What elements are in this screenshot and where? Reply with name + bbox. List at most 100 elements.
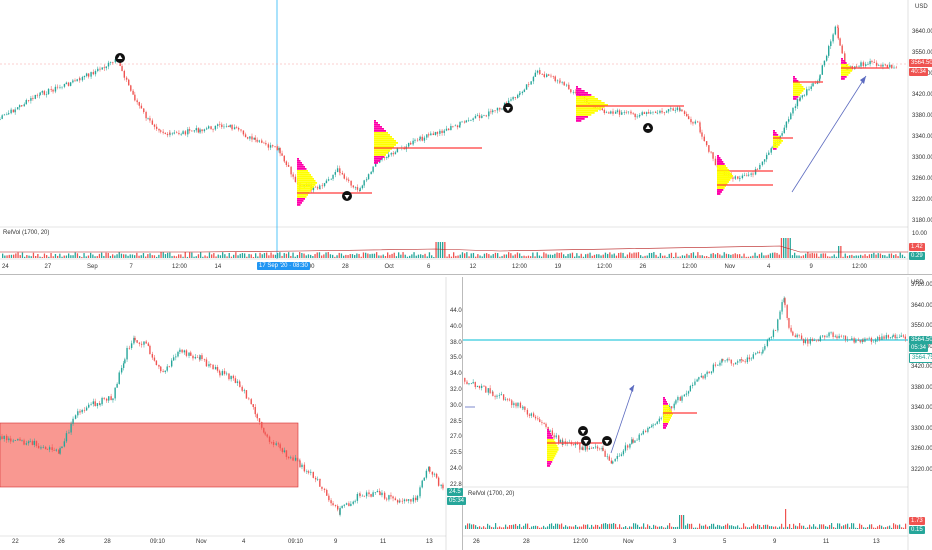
candle-body	[783, 298, 785, 303]
bottom-right-volume-indicator-label[interactable]: RelVol (1700, 20)	[468, 491, 515, 497]
profile-bar	[547, 465, 551, 467]
top-price-chart[interactable]	[0, 0, 932, 274]
candle-body	[643, 112, 646, 114]
volume-bar	[488, 254, 490, 258]
candle-body	[147, 343, 150, 346]
volume-bar	[151, 255, 153, 258]
volume-bar	[789, 524, 791, 529]
profile-bar	[663, 413, 673, 415]
candle-body	[556, 80, 559, 82]
volume-bar	[527, 523, 529, 529]
volume-bar	[569, 253, 571, 258]
bottom-left-chart-panel[interactable]: 44.0 40.0 38.0 35.0 34.0 32.0 30.0 28.5 27.0 25.5…	[0, 277, 467, 550]
candle-body	[14, 109, 16, 113]
volume-bar	[797, 526, 799, 529]
top-chart-panel[interactable]: USD 3640.003550.003470.003420.003380.003…	[0, 0, 932, 275]
candle-body	[494, 110, 496, 112]
candle-body	[872, 341, 875, 343]
candle-body	[679, 109, 681, 111]
profile-bar	[773, 148, 777, 150]
profile-bar	[717, 167, 728, 169]
candle-body	[234, 378, 237, 383]
top-price-tick-9: 3180.00	[912, 218, 932, 224]
volume-bar	[800, 256, 802, 258]
top-volume-tick-high: 10.00	[912, 231, 928, 237]
profile-bar	[793, 76, 795, 78]
candle-body	[337, 505, 339, 510]
candle-body	[679, 107, 681, 111]
bottom-right-chart-panel[interactable]: USD 3720.003640.003550.003470.003420.003…	[463, 277, 932, 550]
top-price-tick-5: 3340.00	[912, 134, 932, 140]
profile-bar	[717, 163, 725, 165]
volume-bar	[644, 255, 646, 258]
candle-body	[128, 347, 131, 349]
volume-bar	[217, 254, 219, 258]
volume-bar	[567, 526, 569, 529]
candle-body	[0, 118, 1, 120]
bottom-left-price-chart[interactable]	[0, 277, 462, 550]
bottom-right-price-chart[interactable]	[463, 277, 932, 550]
volume-bar	[184, 252, 186, 258]
candle-body	[274, 146, 276, 147]
candle-body	[679, 397, 681, 401]
candle-body	[476, 385, 479, 388]
volume-bar	[222, 252, 224, 258]
candle-body	[692, 122, 694, 124]
volume-bar	[781, 523, 783, 529]
volume-bar	[721, 255, 723, 258]
candle-body	[806, 89, 808, 96]
candle-body	[394, 152, 397, 155]
br-price-tick-4: 3420.00	[911, 364, 932, 370]
candle-body	[250, 399, 252, 405]
volume-bar	[561, 523, 563, 529]
volume-bar	[334, 256, 336, 258]
crosshair-date-tag: 17 Sep '20 · 08:30	[257, 262, 310, 270]
volume-bar	[771, 526, 773, 529]
candle-body	[506, 399, 509, 400]
profile-bar	[717, 181, 729, 183]
candle-body	[839, 38, 841, 46]
candle-body	[365, 179, 368, 181]
candle-body	[63, 84, 66, 87]
volume-bar	[843, 525, 845, 529]
bottom-right-last-price-tag: 3564.50	[909, 336, 932, 344]
profile-bar	[793, 96, 799, 98]
volume-bar	[532, 252, 534, 258]
candle-body	[387, 154, 390, 158]
volume-bar	[409, 255, 411, 258]
candle-body	[750, 173, 752, 175]
bl-price-tick-9: 25.5	[450, 450, 462, 457]
candle-body	[94, 401, 96, 407]
candle-body	[12, 109, 15, 113]
volume-bar	[565, 256, 567, 258]
candle-body	[502, 394, 505, 400]
candle-body	[376, 490, 379, 493]
candle-body	[253, 137, 255, 140]
candle-body	[674, 110, 677, 111]
volume-bar	[105, 252, 107, 258]
candle-body	[823, 60, 826, 66]
candle-body	[703, 136, 705, 142]
profile-bar	[841, 58, 843, 60]
volume-bar	[706, 256, 708, 258]
volume-bar	[633, 523, 635, 529]
profile-bar	[717, 183, 728, 185]
volume-bar	[422, 255, 424, 258]
candle-body	[739, 359, 741, 362]
volume-bar	[669, 523, 671, 529]
volume-bar	[491, 526, 493, 529]
volume-bar	[886, 256, 888, 258]
candle-body	[278, 147, 280, 151]
candle-body	[488, 111, 490, 117]
candle-body	[705, 141, 708, 146]
top-volume-indicator-label[interactable]: RelVol (1700, 20)	[3, 230, 50, 236]
candle-body	[79, 78, 81, 81]
candle-body	[588, 103, 590, 105]
candle-body	[882, 64, 884, 67]
volume-bar	[72, 255, 74, 258]
volume-bar	[206, 256, 208, 258]
candle-body	[374, 161, 377, 167]
volume-bar	[687, 523, 689, 529]
br-time-tick-2: 12:00	[573, 539, 589, 545]
profile-bar	[374, 136, 392, 138]
